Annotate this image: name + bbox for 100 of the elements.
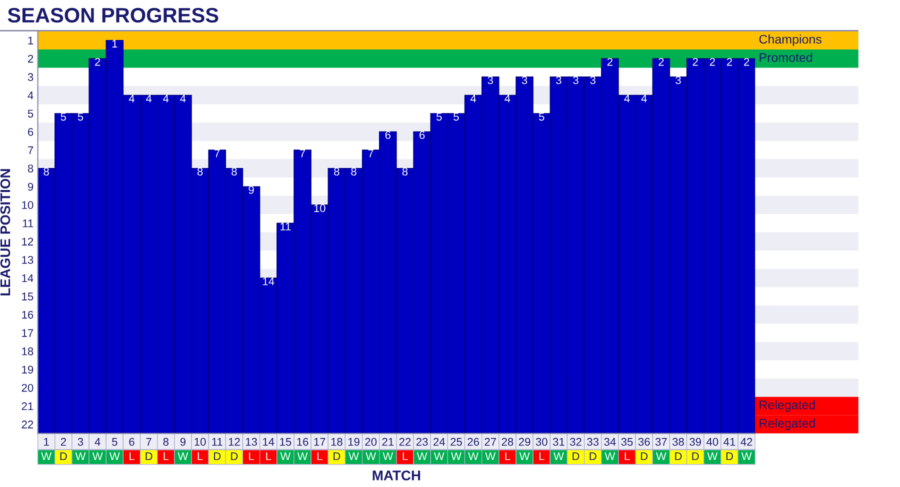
data-label: 4: [641, 94, 647, 102]
x-tick-label: 5: [112, 438, 118, 446]
x-tick-label: 37: [655, 438, 667, 446]
data-label: 8: [44, 168, 49, 176]
data-label: 4: [470, 94, 476, 102]
data-label: 4: [180, 94, 186, 102]
y-tick-label: 4: [28, 92, 34, 100]
x-tick-label: 2: [60, 438, 66, 446]
data-label: 8: [197, 168, 203, 176]
text: W: [366, 452, 376, 460]
text: W: [554, 452, 564, 460]
data-label: 6: [385, 131, 391, 139]
x-tick-label: 13: [246, 438, 257, 446]
y-tick-label: 1: [28, 36, 34, 44]
y-tick-label: 5: [28, 110, 34, 118]
band-label: Promoted: [760, 52, 812, 62]
text: W: [75, 452, 86, 460]
text: W: [656, 452, 666, 460]
text: W: [519, 452, 530, 460]
x-tick-label: 38: [672, 438, 684, 446]
data-label: 2: [95, 58, 100, 66]
y-tick-label: 11: [22, 220, 34, 228]
y-tick-label: 9: [28, 182, 34, 191]
x-tick-label: 32: [570, 438, 582, 446]
text: D: [726, 452, 733, 460]
y-tick-label: 7: [28, 146, 34, 154]
x-tick-label: 25: [450, 438, 462, 446]
x-tick-label: 42: [740, 438, 752, 446]
data-label: 4: [163, 94, 169, 102]
data-label: 8: [334, 168, 340, 176]
y-tick-label: 3: [28, 73, 34, 82]
x-tick-label: 33: [587, 438, 599, 446]
x-tick-label: 16: [297, 438, 308, 446]
text: L: [198, 452, 203, 460]
data-label: 3: [573, 76, 578, 84]
data-label: 10: [314, 204, 326, 212]
text: D: [231, 452, 238, 460]
data-label: 3: [556, 76, 562, 84]
text: L: [317, 452, 322, 460]
text: W: [178, 452, 188, 460]
data-label: 7: [300, 150, 306, 158]
data-label: 7: [214, 150, 220, 158]
x-tick-label: 4: [94, 438, 100, 446]
x-tick-label: 36: [638, 438, 650, 446]
text: L: [266, 452, 272, 460]
data-label: 9: [248, 186, 254, 194]
y-tick-label: 15: [22, 292, 34, 300]
data-label: 1: [112, 40, 118, 48]
data-label: 2: [658, 58, 664, 66]
data-label: 6: [420, 131, 425, 139]
x-tick-label: 40: [706, 438, 718, 446]
x-tick-label: 15: [280, 438, 292, 446]
x-tick-label: 22: [399, 438, 411, 446]
text: W: [451, 452, 462, 460]
band-label: Relegated: [760, 418, 815, 430]
text: L: [505, 452, 510, 460]
data-label: 11: [280, 222, 291, 230]
x-tick-label: 26: [468, 438, 479, 446]
x-tick-label: 24: [434, 438, 445, 446]
text: W: [92, 452, 103, 460]
data-label: 5: [436, 112, 442, 121]
data-label: 2: [744, 58, 750, 66]
y-axis-title: LEAGUE POSITION: [0, 169, 10, 296]
data-label: 14: [263, 278, 274, 286]
x-tick-label: 41: [724, 438, 736, 446]
text: D: [692, 452, 699, 460]
text: W: [707, 452, 718, 460]
data-label: 7: [368, 150, 374, 158]
data-label: 4: [146, 94, 152, 102]
x-tick-label: 29: [518, 438, 530, 446]
text: L: [539, 452, 544, 460]
data-label: 3: [590, 76, 596, 84]
x-tick-label: 1: [44, 438, 49, 446]
x-tick-label: 23: [416, 438, 428, 446]
band-label: Relegated: [760, 400, 815, 412]
x-tick-label: 9: [180, 438, 186, 446]
data-label: 3: [676, 76, 681, 84]
data-label: 2: [726, 58, 732, 66]
text: W: [604, 452, 616, 460]
y-tick-label: 16: [22, 310, 34, 319]
text: W: [109, 452, 120, 460]
text: W: [297, 452, 308, 460]
text: D: [146, 452, 152, 460]
text: W: [382, 452, 394, 460]
text: L: [164, 452, 169, 460]
data-label: 3: [522, 76, 528, 84]
y-tick-label: 14: [22, 274, 34, 282]
y-tick-label: 2: [28, 54, 34, 63]
y-tick-label: 10: [22, 201, 34, 210]
data-label: 5: [60, 112, 66, 121]
y-tick-label: 20: [22, 384, 34, 392]
text: W: [434, 452, 444, 460]
y-tick-label: 22: [22, 420, 34, 428]
x-tick-label: 31: [552, 438, 564, 446]
y-tick-label: 17: [22, 329, 34, 337]
x-tick-label: 21: [382, 438, 394, 446]
x-tick-label: 30: [536, 438, 548, 446]
text: D: [60, 452, 67, 460]
x-tick-label: 3: [78, 438, 84, 446]
x-tick-label: 34: [604, 438, 616, 446]
